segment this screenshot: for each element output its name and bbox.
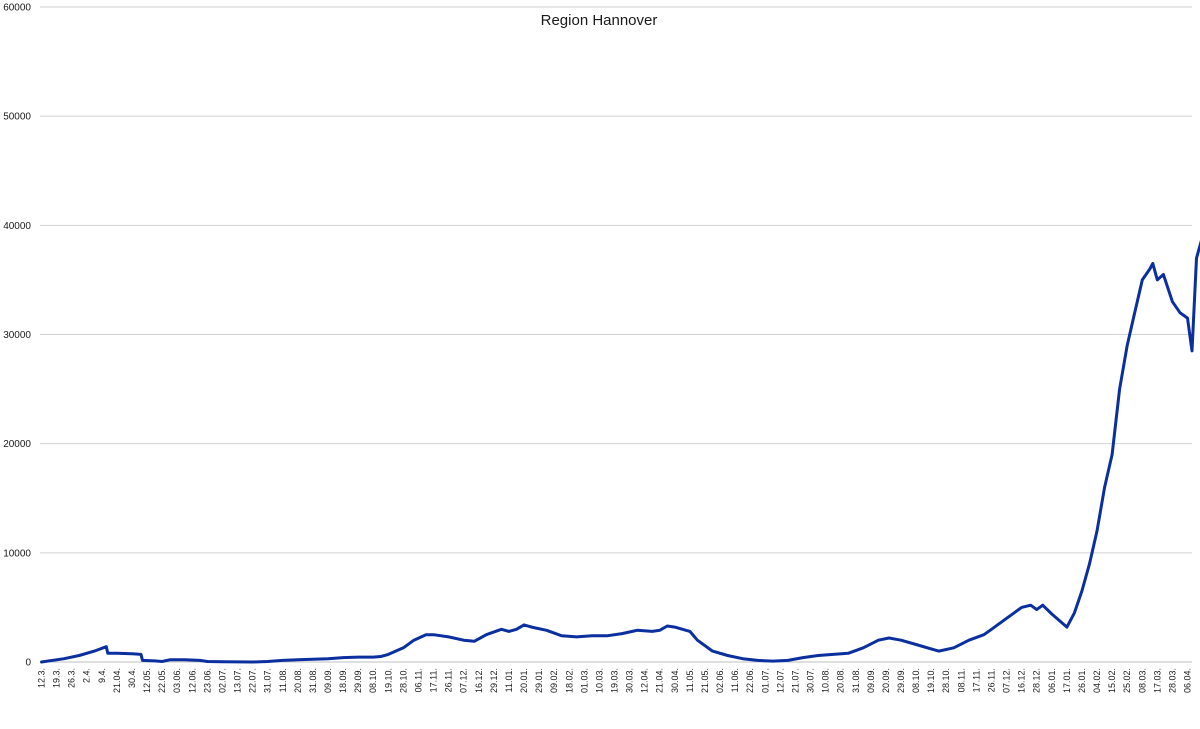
y-tick-label: 30000 <box>3 330 31 341</box>
x-tick-label: 09.02. <box>549 668 559 693</box>
series-layer <box>40 240 1200 664</box>
x-tick-label: 15.02. <box>1107 668 1117 693</box>
x-tick-label: 28.12. <box>1032 668 1042 693</box>
x-tick-label: 03.06. <box>172 668 182 693</box>
x-tick-label: 12.3. <box>37 668 47 688</box>
x-tick-label: 11.05. <box>685 668 695 692</box>
x-tick-label: 17.11. <box>971 668 981 692</box>
x-tick-label: 30.03. <box>625 668 635 693</box>
x-tick-label: 08.10. <box>911 668 921 693</box>
x-tick-label: 08.11. <box>956 668 966 692</box>
x-tick-label: 17.11. <box>429 668 439 692</box>
y-tick-label: 10000 <box>3 548 31 559</box>
x-tick-label: 08.03. <box>1137 668 1147 693</box>
x-tick-label: 06.04. <box>1183 668 1193 693</box>
x-tick-label: 12.07. <box>775 668 785 693</box>
x-tick-label: 19.10. <box>926 668 936 693</box>
x-tick-label: 09.09. <box>866 668 876 693</box>
x-tick-label: 26.11. <box>444 668 454 692</box>
series-line <box>40 240 1200 664</box>
x-tick-label: 21.04. <box>112 668 122 693</box>
x-tick-label: 30.4. <box>127 668 137 688</box>
x-tick-label: 29.01. <box>534 668 544 693</box>
x-tick-label: 9.4. <box>97 668 107 683</box>
x-tick-label: 21.04. <box>655 668 665 693</box>
x-tick-label: 17.03. <box>1152 668 1162 693</box>
x-tick-label: 17.01. <box>1062 668 1072 693</box>
x-tick-label: 26.3. <box>67 668 77 688</box>
x-tick-label: 26.11. <box>986 668 996 692</box>
x-tick-label: 30.07. <box>806 668 816 693</box>
x-tick-label: 29.09. <box>353 668 363 693</box>
x-tick-label: 28.03. <box>1167 668 1177 693</box>
y-axis-ticks: 0 10000 20000 30000 40000 50000 60000 <box>3 3 31 669</box>
x-tick-label: 06.01. <box>1047 668 1057 693</box>
gridlines <box>40 6 1192 554</box>
x-tick-label: 19.03. <box>610 668 620 693</box>
x-tick-label: 26.01. <box>1077 668 1087 693</box>
x-tick-label: 2.4. <box>82 668 92 683</box>
y-tick-label: 20000 <box>3 439 31 450</box>
x-tick-label: 04.02. <box>1092 668 1102 693</box>
x-tick-label: 11.01. <box>504 668 514 692</box>
x-axis-ticks: 12.3. 19.3. 26.3. 2.4. 9.4. 21.04. 30.4. 12.05.… <box>37 668 1193 693</box>
x-tick-label: 22.06. <box>745 668 755 693</box>
x-tick-label: 20.08. <box>293 668 303 693</box>
x-tick-label: 01.03. <box>579 668 589 693</box>
x-tick-label: 07.12. <box>459 668 469 693</box>
x-tick-label: 20.09. <box>881 668 891 693</box>
x-tick-label: 22.05. <box>157 668 167 693</box>
x-tick-label: 16.12. <box>1017 668 1027 693</box>
y-tick-label: 0 <box>25 658 31 669</box>
x-tick-label: 02.06. <box>715 668 725 693</box>
x-tick-label: 19.10. <box>383 668 393 693</box>
x-tick-label: 06.11. <box>413 668 423 692</box>
x-tick-label: 12.04. <box>640 668 650 693</box>
y-tick-label: 60000 <box>3 3 31 14</box>
x-tick-label: 13.07. <box>233 668 243 693</box>
x-tick-label: 12.05. <box>142 668 152 693</box>
x-tick-label: 16.12. <box>474 668 484 693</box>
x-tick-label: 12.06. <box>187 668 197 693</box>
x-tick-label: 23.06. <box>202 668 212 693</box>
x-tick-label: 11.06. <box>730 668 740 692</box>
x-tick-label: 10.08. <box>821 668 831 693</box>
x-tick-label: 20.08. <box>836 668 846 693</box>
x-tick-label: 18.09. <box>338 668 348 693</box>
x-tick-label: 02.07. <box>217 668 227 693</box>
x-tick-label: 31.08. <box>308 668 318 693</box>
x-tick-label: 21.05. <box>700 668 710 693</box>
y-tick-label: 40000 <box>3 221 31 232</box>
x-tick-label: 30.04. <box>670 668 680 693</box>
x-tick-label: 01.07. <box>760 668 770 693</box>
x-tick-label: 28.10. <box>941 668 951 693</box>
x-tick-label: 08.10. <box>368 668 378 693</box>
y-tick-label: 50000 <box>3 112 31 123</box>
x-tick-label: 29.09. <box>896 668 906 693</box>
x-tick-label: 31.08. <box>851 668 861 693</box>
x-tick-label: 07.12. <box>1002 668 1012 693</box>
x-tick-label: 29.12. <box>489 668 499 693</box>
x-tick-label: 09.09. <box>323 668 333 693</box>
x-tick-label: 22.07. <box>248 668 258 693</box>
x-tick-label: 21.07. <box>790 668 800 693</box>
x-tick-label: 31.07. <box>263 668 273 693</box>
x-tick-label: 28.10. <box>398 668 408 693</box>
x-tick-label: 11.08. <box>278 668 288 692</box>
chart-title: Region Hannover <box>541 12 658 29</box>
x-tick-label: 25.02. <box>1122 668 1132 693</box>
x-tick-label: 19.3. <box>52 668 62 688</box>
x-tick-label: 20.01. <box>519 668 529 693</box>
x-tick-label: 18.02. <box>564 668 574 693</box>
x-tick-label: 10.03. <box>594 668 604 693</box>
